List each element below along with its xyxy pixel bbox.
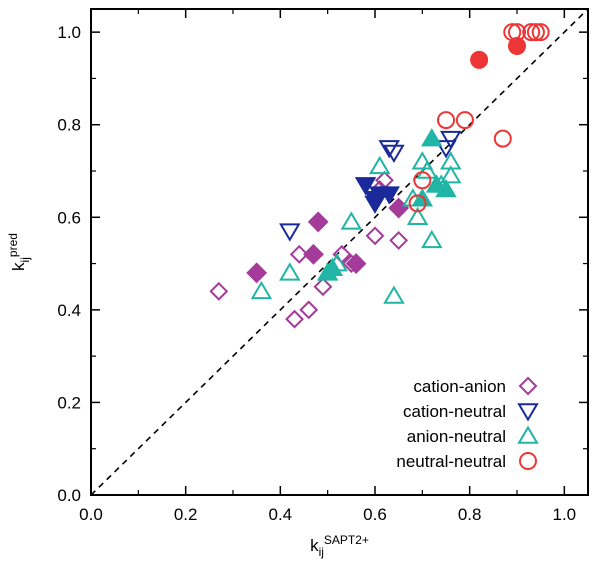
data-point bbox=[368, 155, 391, 175]
data-point bbox=[378, 186, 400, 205]
x-tick-label: 1.0 bbox=[553, 505, 577, 524]
y-tick-label: 0.0 bbox=[57, 486, 81, 505]
legend-marker bbox=[517, 425, 539, 444]
data-points-layer bbox=[209, 23, 550, 329]
x-axis-title: kijSAPT2+ bbox=[310, 533, 369, 559]
data-point bbox=[313, 277, 333, 297]
data-point bbox=[285, 309, 304, 329]
y-tick-label: 0.2 bbox=[57, 393, 81, 412]
x-tick-label: 0.0 bbox=[79, 505, 103, 524]
data-point bbox=[383, 285, 405, 304]
y-tick-label: 1.0 bbox=[57, 23, 81, 42]
data-point bbox=[383, 144, 405, 164]
data-point bbox=[299, 300, 319, 320]
x-tick-label: 0.4 bbox=[269, 505, 293, 524]
data-point bbox=[289, 244, 309, 264]
y-tick-label: 0.8 bbox=[57, 116, 81, 135]
data-point bbox=[411, 151, 434, 170]
series-neutral-neutral-filled bbox=[470, 37, 526, 69]
x-tick-label: 0.8 bbox=[458, 505, 482, 524]
legend-label: neutral-neutral bbox=[396, 452, 506, 471]
data-point bbox=[354, 177, 377, 196]
data-point bbox=[522, 23, 541, 42]
data-point bbox=[209, 281, 229, 301]
x-tick-label: 0.6 bbox=[363, 505, 387, 524]
legend-label: cation-neutral bbox=[403, 402, 506, 421]
data-point bbox=[421, 229, 443, 249]
data-point bbox=[435, 140, 457, 159]
plot-frame bbox=[90, 8, 589, 496]
data-point bbox=[455, 111, 474, 130]
data-point bbox=[378, 140, 400, 159]
data-point bbox=[413, 171, 432, 190]
data-point bbox=[345, 253, 367, 274]
series-cation-neutral-filled bbox=[354, 177, 400, 214]
y-tick-label: 0.6 bbox=[57, 208, 81, 227]
data-point bbox=[365, 226, 385, 246]
series-cation-neutral bbox=[279, 130, 462, 242]
data-point bbox=[406, 206, 429, 226]
y-axis-title: kijpred bbox=[6, 233, 32, 271]
legend-marker bbox=[518, 376, 538, 396]
data-point bbox=[340, 211, 363, 230]
data-point bbox=[321, 257, 344, 276]
data-point bbox=[250, 280, 273, 300]
data-point bbox=[493, 129, 512, 148]
identity-line bbox=[90, 8, 589, 496]
data-point bbox=[421, 128, 443, 147]
data-point bbox=[389, 231, 409, 250]
data-point bbox=[470, 50, 489, 69]
data-point bbox=[439, 130, 462, 150]
data-point bbox=[416, 160, 438, 179]
data-point bbox=[307, 211, 329, 233]
reference-line-layer bbox=[90, 8, 589, 496]
series-cation-anion-filled bbox=[246, 197, 410, 284]
data-point bbox=[435, 178, 457, 198]
legend-label: anion-neutral bbox=[407, 427, 506, 446]
data-point bbox=[508, 37, 526, 56]
legend-marker bbox=[519, 452, 537, 470]
data-point bbox=[408, 194, 427, 213]
data-point bbox=[437, 111, 455, 130]
data-point bbox=[303, 243, 324, 265]
data-point bbox=[439, 165, 462, 184]
legend-label: cation-anion bbox=[413, 377, 506, 396]
data-point bbox=[279, 262, 301, 281]
series-anion-neutral bbox=[250, 151, 462, 304]
axis-layer: 0.00.0 0.2 0.2 0.4 0.4 0.6 0.6 0.8 0.8 1.0 1.0 bbox=[57, 8, 589, 524]
x-tick-label: 0.2 bbox=[174, 505, 198, 524]
data-point bbox=[531, 23, 550, 42]
y-tick-label: 0.4 bbox=[57, 301, 81, 320]
series-anion-neutral-filled bbox=[316, 128, 457, 281]
data-point bbox=[246, 262, 268, 284]
data-point bbox=[364, 195, 386, 214]
data-point bbox=[279, 223, 301, 242]
legend-marker bbox=[517, 403, 539, 422]
data-point bbox=[526, 23, 545, 42]
legend: cation-anion cation-neutral anion-neutral n… bbox=[396, 376, 539, 471]
